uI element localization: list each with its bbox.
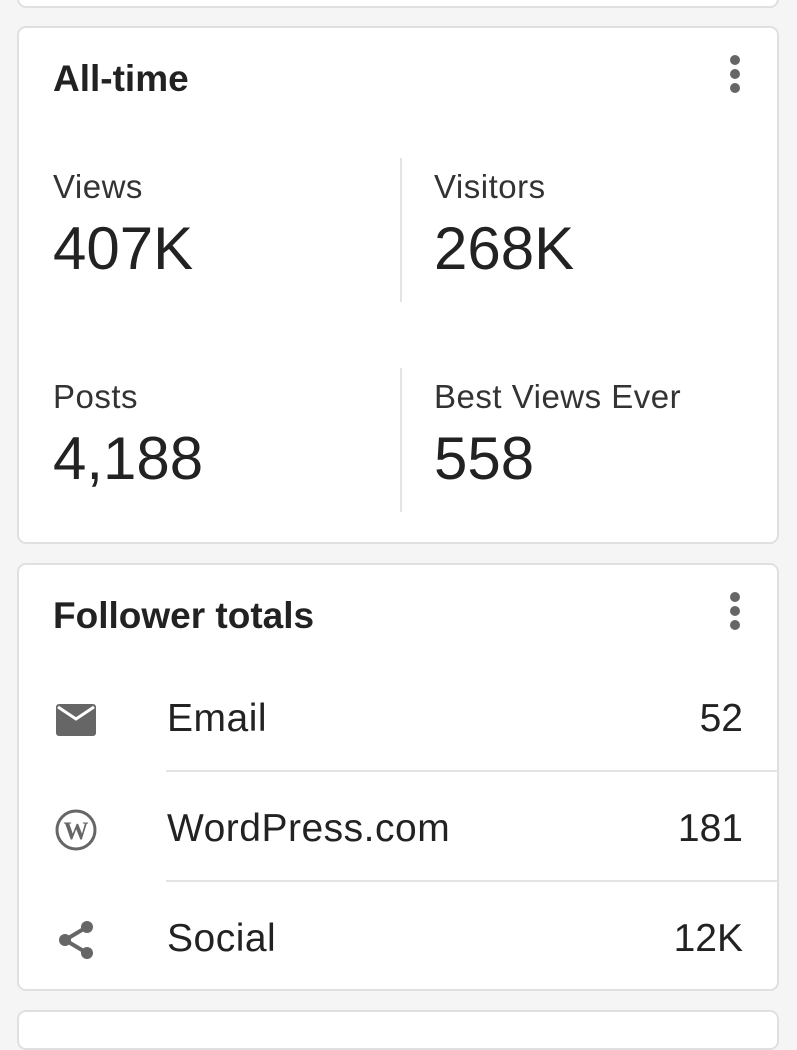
- follower-row-email[interactable]: Email 52: [19, 665, 777, 775]
- follower-totals-card: Follower totals Email 52 W WordPress.com…: [17, 563, 779, 991]
- stat-label: Views: [53, 168, 143, 205]
- all-time-card: All-time Views 407K Visitors 268K Posts …: [17, 26, 779, 544]
- row-label: Email: [167, 697, 268, 740]
- stat-value: 4,188: [53, 425, 204, 492]
- divider: [166, 770, 777, 772]
- stat-value: 268K: [434, 215, 575, 282]
- svg-text:W: W: [64, 818, 89, 845]
- next-card: [17, 1010, 779, 1050]
- row-label: Social: [167, 917, 277, 960]
- share-icon: [53, 920, 99, 960]
- more-options-icon[interactable]: [729, 55, 741, 93]
- stat-value: 558: [434, 425, 535, 492]
- stat-label: Posts: [53, 378, 139, 415]
- stat-label: Visitors: [434, 168, 546, 205]
- follower-row-wordpress[interactable]: W WordPress.com 181: [19, 775, 777, 885]
- stat-value: 407K: [53, 215, 194, 282]
- row-value: 52: [699, 697, 743, 740]
- email-icon: [53, 700, 99, 740]
- stat-visitors: Visitors 268K: [434, 168, 774, 283]
- card-title: Follower totals: [53, 595, 315, 636]
- stat-posts: Posts 4,188: [53, 378, 393, 493]
- divider: [400, 368, 402, 512]
- row-value: 12K: [673, 917, 743, 960]
- follower-row-social[interactable]: Social 12K: [19, 885, 777, 995]
- card-title: All-time: [53, 58, 189, 99]
- row-value: 181: [677, 807, 743, 850]
- row-label: WordPress.com: [167, 807, 451, 850]
- stat-best-views: Best Views Ever 558: [434, 378, 774, 493]
- stat-label: Best Views Ever: [434, 378, 682, 415]
- wordpress-icon: W: [53, 809, 99, 851]
- more-options-icon[interactable]: [729, 592, 741, 630]
- divider: [166, 880, 777, 882]
- divider: [400, 158, 402, 302]
- stat-views: Views 407K: [53, 168, 393, 283]
- previous-card: [17, 0, 779, 8]
